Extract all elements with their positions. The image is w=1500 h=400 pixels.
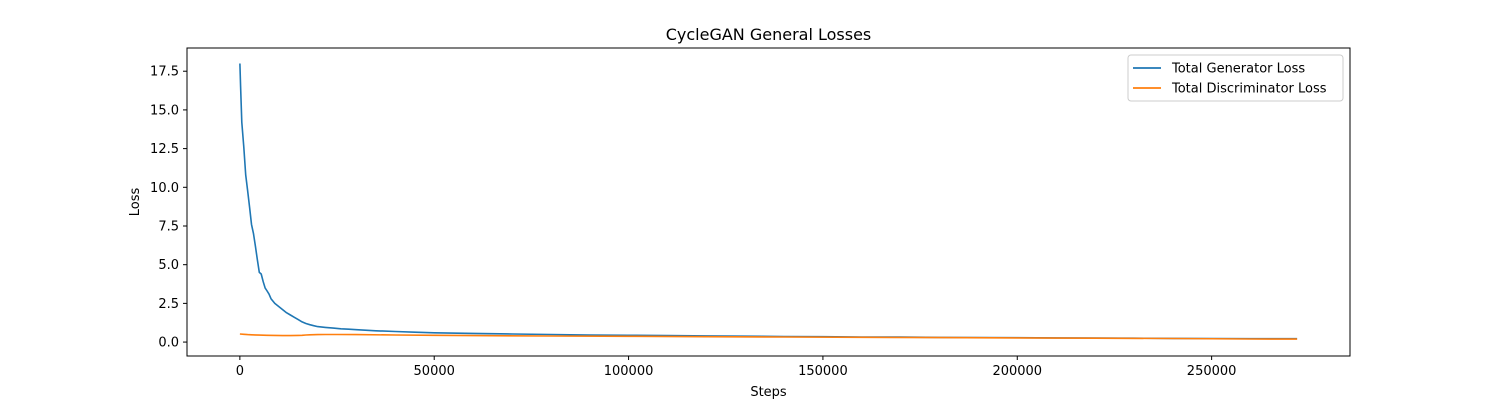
series-line-discriminator <box>239 333 1298 340</box>
y-tick-label: 17.5 <box>150 65 179 80</box>
y-tick-label: 2.5 <box>158 297 179 312</box>
x-axis-label: Steps <box>750 385 787 400</box>
y-tick-label: 15.0 <box>150 103 179 118</box>
y-axis-ticks: 0.0 2.5 5.0 7.5 10.0 12.5 15.0 17.5 <box>150 65 187 351</box>
y-tick-label: 0.0 <box>158 336 179 351</box>
y-tick-label: 5.0 <box>158 258 179 273</box>
x-tick-label: 0 <box>236 364 244 379</box>
x-tick-label: 50000 <box>414 364 455 379</box>
series-line-generator <box>239 63 1298 340</box>
x-tick-label: 250000 <box>1187 364 1237 379</box>
y-tick-label: 10.0 <box>150 181 179 196</box>
legend-entry: Total Discriminator Loss <box>1171 82 1327 97</box>
legend-box <box>1127 54 1344 102</box>
axes-frame <box>186 47 1351 357</box>
y-tick-label: 7.5 <box>158 219 179 234</box>
x-tick-label: 100000 <box>604 364 654 379</box>
chart-title: CycleGAN General Losses <box>666 25 872 44</box>
y-tick-label: 12.5 <box>150 142 179 157</box>
y-axis-label: Loss <box>128 188 143 217</box>
series-layer <box>239 63 1298 340</box>
x-axis-ticks: 0 50000 100000 150000 200000 250000 <box>236 356 1237 379</box>
x-tick-label: 200000 <box>992 364 1042 379</box>
legend-entry: Total Generator Loss <box>1171 62 1305 77</box>
x-tick-label: 150000 <box>798 364 848 379</box>
legend: Total Generator Loss Total Discriminator … <box>1127 54 1344 102</box>
